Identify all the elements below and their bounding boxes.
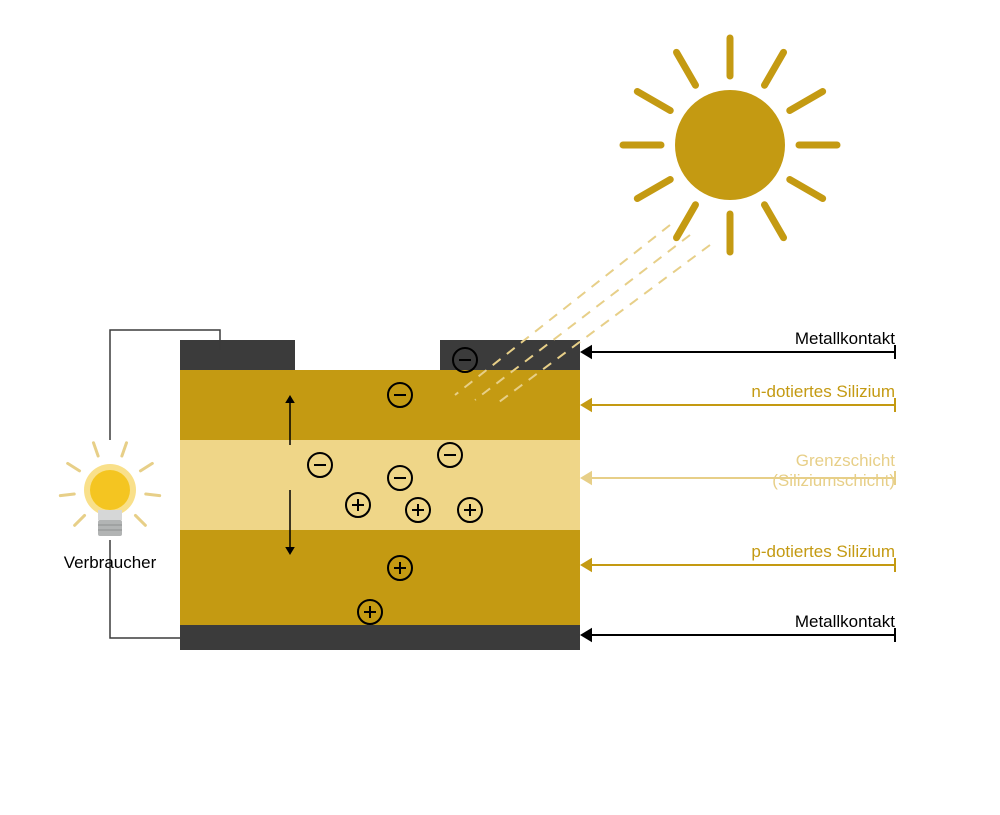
n-doped-layer: [180, 370, 580, 440]
layer-label-1: n-dotiertes Silizium: [751, 382, 895, 401]
top-metal-contact-1: [440, 340, 580, 370]
consumer-label: Verbraucher: [64, 553, 157, 572]
layer-label-4: Metallkontakt: [795, 612, 895, 631]
label-arrow-2: Grenzschicht(Siliziumschicht): [580, 451, 895, 490]
lightbulb-icon: [60, 443, 159, 536]
top-metal-contact-0: [180, 340, 295, 370]
layer-label-0: Metallkontakt: [795, 329, 895, 348]
label-arrow-4: Metallkontakt: [580, 612, 895, 642]
label-arrow-1: n-dotiertes Silizium: [580, 382, 895, 412]
sun-icon: [623, 38, 837, 252]
p-doped-layer: [180, 530, 580, 625]
bottom-metal-contact: [180, 625, 580, 650]
junction-layer: [180, 440, 580, 530]
label-arrow-3: p-dotiertes Silizium: [580, 542, 895, 572]
layer-label-3: p-dotiertes Silizium: [751, 542, 895, 561]
label-arrow-0: Metallkontakt: [580, 329, 895, 359]
layer-label-2: Grenzschicht: [796, 451, 895, 470]
layer-label-2-sub: (Siliziumschicht): [772, 471, 895, 490]
